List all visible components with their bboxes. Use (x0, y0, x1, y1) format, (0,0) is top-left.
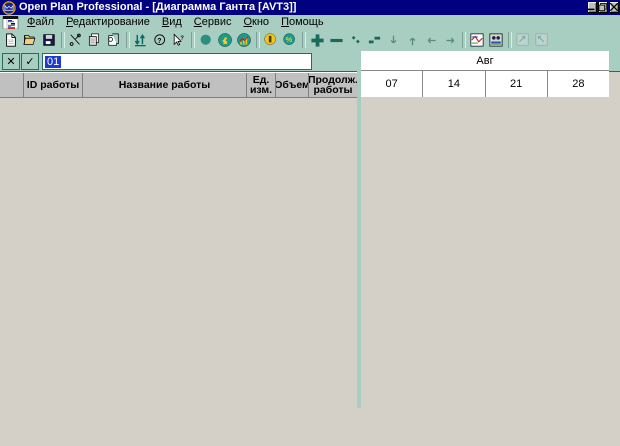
svg-text:?: ? (157, 37, 161, 44)
svg-text:?: ? (180, 36, 184, 42)
svg-text:%: % (286, 35, 293, 44)
